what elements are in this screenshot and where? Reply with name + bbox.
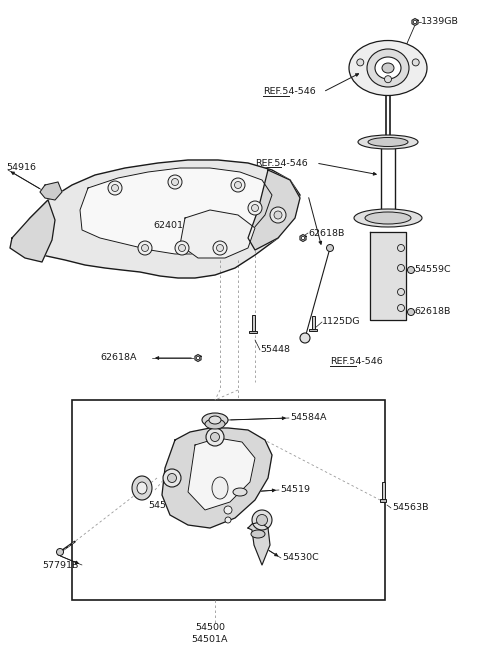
Ellipse shape	[212, 477, 228, 499]
Circle shape	[211, 432, 219, 442]
Circle shape	[357, 59, 364, 66]
Circle shape	[248, 201, 262, 215]
Circle shape	[206, 428, 224, 446]
Circle shape	[397, 304, 405, 312]
Text: 54563B: 54563B	[392, 504, 429, 513]
Ellipse shape	[354, 209, 422, 227]
Circle shape	[252, 510, 272, 530]
Ellipse shape	[375, 57, 401, 79]
Circle shape	[111, 185, 119, 191]
Circle shape	[252, 205, 259, 211]
Text: REF.54-546: REF.54-546	[255, 158, 308, 168]
Polygon shape	[412, 18, 418, 26]
Polygon shape	[188, 438, 255, 510]
Circle shape	[300, 333, 310, 343]
Ellipse shape	[349, 40, 427, 96]
Circle shape	[168, 473, 177, 482]
Polygon shape	[40, 182, 62, 200]
Circle shape	[175, 241, 189, 255]
Circle shape	[274, 211, 282, 219]
Polygon shape	[180, 210, 255, 258]
Circle shape	[225, 517, 231, 523]
Ellipse shape	[367, 49, 409, 87]
Circle shape	[168, 175, 182, 189]
Ellipse shape	[202, 413, 228, 427]
Polygon shape	[10, 200, 55, 262]
Circle shape	[213, 241, 227, 255]
Bar	[382, 482, 384, 502]
Ellipse shape	[368, 137, 408, 147]
Circle shape	[408, 308, 415, 315]
Text: 54530C: 54530C	[282, 554, 319, 562]
Ellipse shape	[382, 63, 394, 73]
Circle shape	[216, 244, 224, 251]
Text: 54916: 54916	[6, 164, 36, 172]
Text: 62401: 62401	[153, 220, 183, 230]
Circle shape	[142, 244, 148, 251]
Polygon shape	[195, 354, 201, 362]
Text: 1125DG: 1125DG	[322, 317, 360, 327]
Circle shape	[224, 506, 232, 514]
Bar	[249, 331, 257, 333]
Bar	[312, 316, 314, 331]
Circle shape	[397, 265, 405, 271]
Circle shape	[171, 178, 179, 185]
Ellipse shape	[358, 135, 418, 149]
Bar	[72, 400, 385, 600]
Circle shape	[235, 182, 241, 189]
Circle shape	[301, 236, 305, 240]
Circle shape	[408, 267, 415, 273]
Circle shape	[196, 356, 200, 360]
Circle shape	[163, 469, 181, 487]
Ellipse shape	[205, 419, 225, 429]
Text: 57791B: 57791B	[42, 560, 78, 570]
Text: 54559C: 54559C	[414, 265, 451, 275]
Polygon shape	[300, 234, 306, 242]
Circle shape	[138, 241, 152, 255]
Text: REF.54-546: REF.54-546	[263, 88, 316, 96]
Text: REF.54-545: REF.54-545	[245, 191, 298, 199]
Text: 54584A: 54584A	[290, 414, 326, 422]
Text: 1339GB: 1339GB	[421, 18, 459, 26]
Circle shape	[326, 244, 334, 251]
Polygon shape	[248, 170, 300, 250]
Bar	[252, 315, 254, 333]
Ellipse shape	[209, 416, 221, 424]
Ellipse shape	[137, 482, 147, 494]
Text: 54500: 54500	[195, 624, 225, 632]
Circle shape	[397, 288, 405, 296]
Polygon shape	[80, 168, 272, 254]
Text: 55448: 55448	[260, 345, 290, 354]
Circle shape	[256, 515, 267, 525]
Bar	[380, 498, 386, 502]
Text: REF.54-546: REF.54-546	[330, 358, 383, 366]
Circle shape	[413, 20, 417, 24]
Bar	[309, 329, 317, 331]
Circle shape	[384, 76, 392, 82]
Polygon shape	[370, 232, 406, 320]
Text: 62618A: 62618A	[100, 354, 136, 362]
Circle shape	[179, 244, 185, 251]
Text: 54501A: 54501A	[192, 636, 228, 645]
Ellipse shape	[132, 476, 152, 500]
Circle shape	[270, 207, 286, 223]
Text: 62618B: 62618B	[414, 308, 450, 317]
Text: 62618B: 62618B	[308, 228, 344, 238]
Ellipse shape	[233, 488, 247, 496]
Circle shape	[412, 59, 419, 66]
Polygon shape	[248, 522, 270, 565]
Polygon shape	[162, 428, 272, 528]
Text: 54551D: 54551D	[148, 500, 185, 510]
Text: 54519: 54519	[280, 486, 310, 494]
Ellipse shape	[365, 212, 411, 224]
Circle shape	[108, 181, 122, 195]
Circle shape	[231, 178, 245, 192]
Circle shape	[397, 244, 405, 251]
Ellipse shape	[251, 530, 265, 538]
Polygon shape	[12, 160, 300, 278]
Circle shape	[57, 548, 63, 556]
